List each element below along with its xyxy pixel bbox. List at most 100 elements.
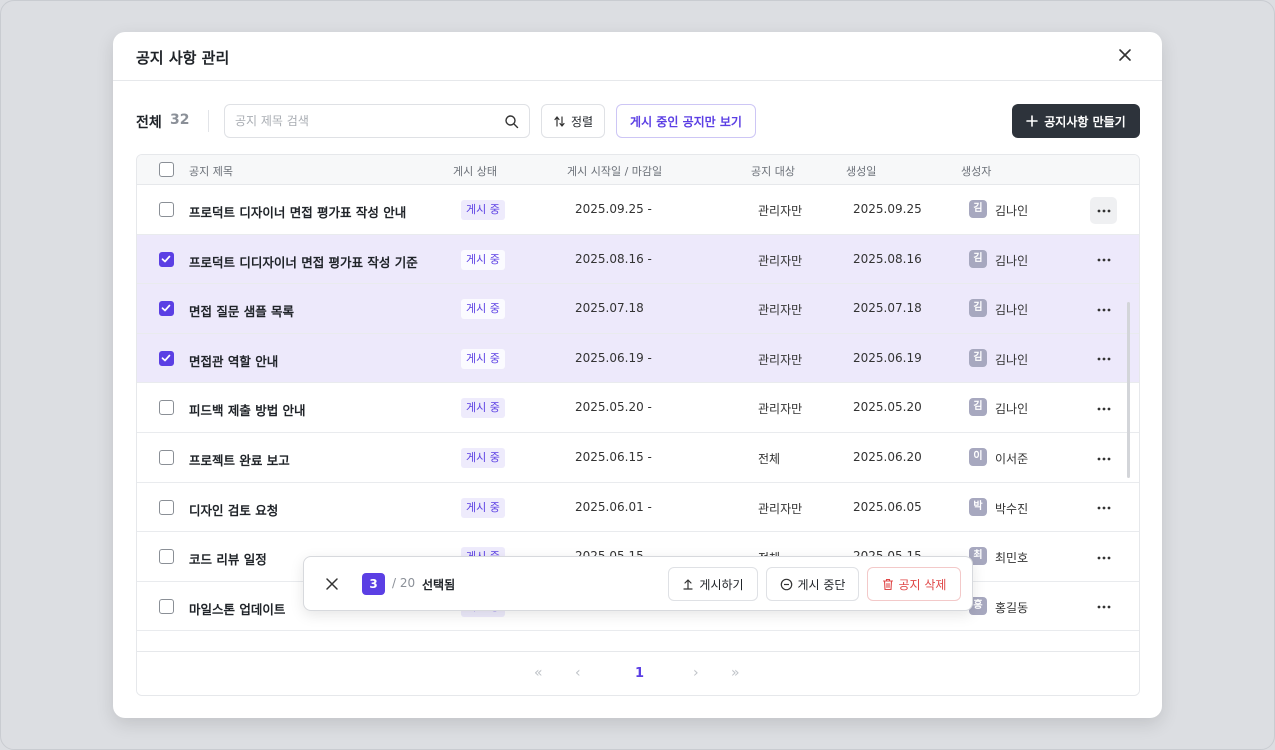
row-more-button[interactable]	[1090, 395, 1117, 422]
notice-title[interactable]: 디자인 검토 요청	[189, 502, 279, 518]
notice-title[interactable]: 마일스톤 업데이트	[189, 601, 286, 617]
search-input[interactable]	[235, 105, 495, 137]
close-button[interactable]	[1116, 46, 1134, 64]
row-checkbox[interactable]	[159, 450, 174, 465]
plus-icon	[1026, 115, 1039, 127]
sort-label: 정렬	[570, 114, 594, 129]
table-scrollbar[interactable]	[1127, 302, 1130, 478]
more-icon	[1097, 407, 1110, 411]
notice-target: 관리자만	[758, 253, 803, 268]
row-checkbox[interactable]	[159, 350, 174, 366]
search-icon[interactable]	[504, 114, 519, 129]
selected-label: 선택됨	[422, 578, 456, 592]
selected-count-badge: 3	[362, 573, 385, 595]
row-more-button[interactable]	[1090, 346, 1117, 373]
row-more-button[interactable]	[1090, 197, 1117, 224]
row-checkbox[interactable]	[159, 251, 174, 267]
more-icon	[1097, 357, 1110, 361]
more-icon	[1097, 605, 1110, 609]
row-checkbox[interactable]	[159, 400, 174, 416]
table-row[interactable]: 면접관 역할 안내 게시 중 2025.06.19 - 관리자만 2025.06.19 김…	[137, 333, 1139, 384]
row-more-button[interactable]	[1090, 247, 1117, 274]
created-date: 2025.06.05	[853, 499, 922, 514]
row-checkbox[interactable]	[159, 598, 174, 614]
row-more-button[interactable]	[1090, 594, 1117, 621]
chevron-right-icon[interactable]: ›	[693, 665, 699, 681]
table-row[interactable]: 프로덕트 디자이너 면접 평가표 작성 안내 게시 중 2025.09.25 - 관리…	[137, 185, 1139, 235]
table-row[interactable]: 디자인 검토 요청 게시 중 2025.06.01 - 관리자만 2025.06.05 박…	[137, 483, 1139, 533]
row-checkbox[interactable]	[159, 301, 174, 317]
clear-selection-button[interactable]	[324, 576, 340, 592]
notice-period: 2025.05.20 -	[575, 400, 652, 415]
table-row[interactable]: 프로덕트 디디자이너 면접 평가표 작성 기준 게시 중 2025.08.16 - 관…	[137, 234, 1139, 285]
notice-title[interactable]: 코드 리뷰 일정	[189, 552, 267, 568]
notice-title[interactable]: 프로젝트 완료 보고	[189, 453, 290, 468]
notice-title[interactable]: 피드백 제출 방법 안내	[189, 403, 306, 419]
modal-title: 공지 사항 관리	[136, 49, 230, 67]
close-icon	[326, 578, 338, 590]
avatar: 김	[969, 249, 987, 268]
row-more-button[interactable]	[1090, 296, 1117, 323]
avatar: 박	[969, 497, 987, 516]
header-period: 게시 시작일 / 마감일	[567, 165, 663, 178]
selection-total: / 20	[392, 576, 416, 590]
delete-notice-button[interactable]: 공지 삭제	[867, 567, 961, 601]
chevron-left-icon[interactable]: ‹	[575, 665, 581, 681]
row-more-button[interactable]	[1090, 495, 1117, 522]
status-badge: 게시 중	[461, 299, 505, 320]
check-icon	[161, 354, 171, 362]
total-label: 전체	[136, 115, 162, 131]
select-all-checkbox[interactable]	[159, 162, 174, 177]
more-icon	[1097, 556, 1110, 560]
table-row[interactable]: 프로젝트 완료 보고 게시 중 2025.06.15 - 전체 2025.06.20 이 이…	[137, 433, 1139, 483]
avatar: 김	[969, 398, 987, 417]
notice-target: 관리자만	[758, 303, 803, 318]
avatar: 이	[969, 448, 987, 466]
header-target: 공지 대상	[751, 165, 795, 178]
sort-button[interactable]: 정렬	[541, 104, 605, 138]
active-only-filter-button[interactable]: 게시 중인 공지만 보기	[616, 104, 756, 138]
row-more-button[interactable]	[1090, 445, 1117, 472]
notice-target: 관리자만	[758, 402, 803, 417]
stop-label: 게시 중단	[797, 577, 846, 592]
more-icon	[1097, 457, 1110, 460]
notice-period: 2025.06.15 -	[575, 450, 652, 464]
table-row[interactable]: 피드백 제출 방법 안내 게시 중 2025.05.20 - 관리자만 2025.05.…	[137, 383, 1139, 433]
row-checkbox[interactable]	[159, 499, 174, 515]
stop-publishing-button[interactable]: 게시 중단	[766, 567, 859, 601]
author-name: 김나인	[995, 352, 1029, 367]
row-checkbox[interactable]	[159, 202, 174, 217]
status-badge: 게시 중	[461, 348, 505, 369]
notice-period: 2025.07.18	[575, 301, 644, 316]
notice-title[interactable]: 면접관 역할 안내	[189, 353, 279, 369]
double-chevron-left-icon[interactable]: «	[534, 665, 543, 681]
avatar: 김	[969, 200, 987, 218]
author-name: 김나인	[995, 402, 1029, 417]
double-chevron-right-icon[interactable]: »	[731, 665, 740, 681]
close-icon	[1119, 49, 1131, 61]
more-icon	[1097, 258, 1110, 262]
notice-management-modal: 공지 사항 관리 전체 32 정렬 게시 중인 공지만 보기 공지사항 만들기 …	[113, 32, 1162, 718]
author-name: 최민호	[995, 551, 1029, 566]
create-notice-button[interactable]: 공지사항 만들기	[1012, 104, 1140, 138]
table-row[interactable]: 면접 질문 샘플 목록 게시 중 2025.07.18 관리자만 2025.07.18 김…	[137, 284, 1139, 334]
author-name: 김나인	[995, 204, 1029, 218]
publish-button[interactable]: 게시하기	[668, 567, 758, 601]
status-badge: 게시 중	[461, 398, 505, 419]
notice-target: 관리자만	[758, 204, 803, 218]
notice-title[interactable]: 면접 질문 샘플 목록	[189, 304, 295, 320]
row-more-button[interactable]	[1090, 544, 1117, 571]
notice-target: 전체	[758, 452, 781, 466]
page-number-current[interactable]: 1	[635, 666, 645, 681]
header-status: 게시 상태	[453, 165, 497, 178]
author-name: 이서준	[995, 452, 1029, 466]
row-checkbox[interactable]	[159, 549, 174, 565]
created-date: 2025.07.18	[853, 301, 922, 316]
create-label: 공지사항 만들기	[1044, 114, 1126, 129]
stop-icon	[780, 578, 792, 590]
header-created: 생성일	[846, 165, 877, 178]
notice-title[interactable]: 프로덕트 디디자이너 면접 평가표 작성 기준	[189, 254, 418, 270]
notice-title[interactable]: 프로덕트 디자이너 면접 평가표 작성 안내	[189, 205, 407, 220]
notice-period: 2025.06.01 -	[575, 499, 652, 514]
total-count: 32	[170, 112, 190, 128]
